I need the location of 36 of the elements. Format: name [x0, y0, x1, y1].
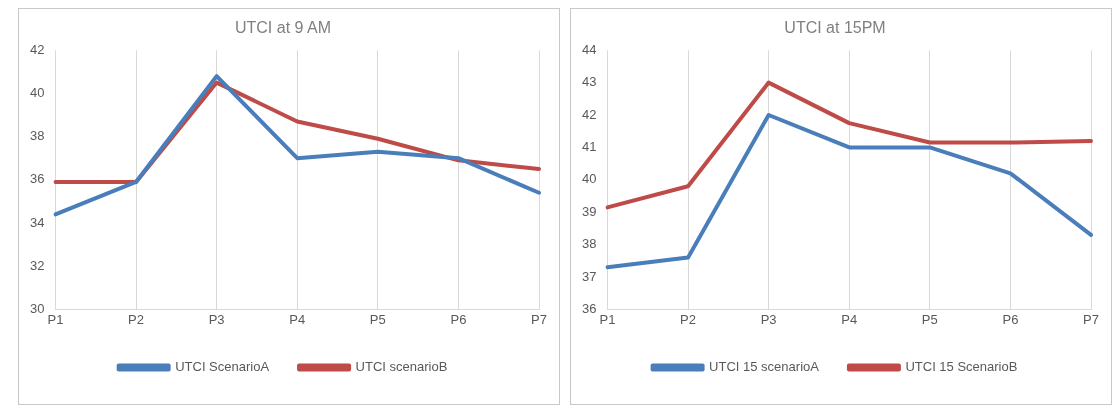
y-tick-label: 38 [581, 236, 597, 252]
legend-label: UTCI ScenarioA [175, 359, 270, 375]
y-tick-label: 36 [581, 300, 597, 316]
y-tick-label: 34 [29, 214, 45, 230]
chart-title: UTCI at 9 AM [234, 19, 332, 37]
x-tick-label: P4 [841, 311, 858, 327]
y-tick-label: 39 [581, 203, 597, 219]
x-tick-label: P2 [128, 311, 144, 327]
x-tick-label: P6 [450, 311, 467, 327]
legend-label: UTCI 15 scenarioA [709, 359, 820, 375]
x-tick-label: P4 [289, 311, 306, 327]
y-tick-label: 36 [29, 171, 45, 187]
y-tick-label: 38 [29, 128, 45, 144]
y-tick-label: 40 [29, 84, 45, 100]
x-tick-label: P1 [47, 311, 64, 327]
y-tick-label: 43 [581, 74, 597, 90]
legend-label: UTCI 15 ScenarioB [905, 359, 1018, 375]
y-tick-label: 42 [581, 106, 597, 122]
x-tick-label: P7 [531, 311, 547, 327]
x-tick-label: P6 [1002, 311, 1019, 327]
x-tick-label: P3 [208, 311, 225, 327]
x-tick-label: P5 [369, 311, 386, 327]
y-tick-label: 37 [581, 268, 597, 284]
x-tick-label: P5 [921, 311, 938, 327]
y-tick-label: 30 [29, 300, 45, 316]
x-tick-label: P3 [760, 311, 777, 327]
y-tick-label: 42 [29, 41, 45, 57]
y-tick-label: 32 [29, 257, 45, 273]
y-tick-label: 41 [581, 138, 597, 154]
legend-label: UTCI scenarioB [355, 359, 448, 375]
x-tick-label: P7 [1083, 311, 1099, 327]
y-tick-label: 40 [581, 171, 597, 187]
y-tick-label: 44 [581, 41, 597, 57]
chart-title: UTCI at 15PM [784, 19, 886, 37]
x-tick-label: P2 [680, 311, 696, 327]
x-tick-label: P1 [599, 311, 616, 327]
